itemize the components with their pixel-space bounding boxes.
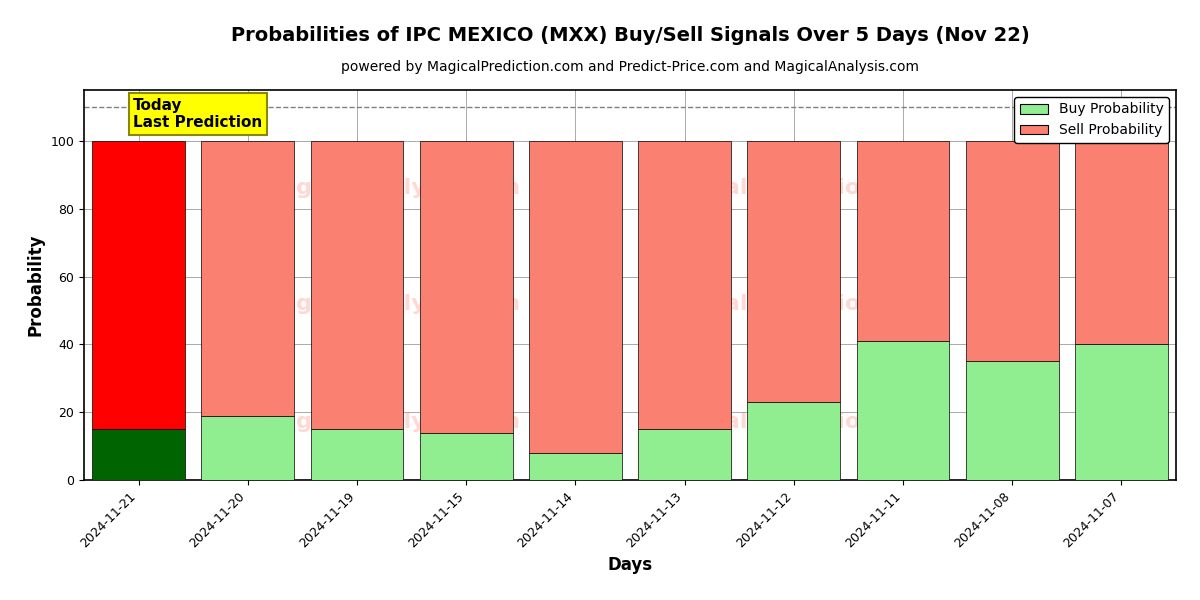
Bar [748, 141, 840, 402]
Bar [420, 141, 512, 433]
Bar [311, 141, 403, 429]
Bar [202, 141, 294, 416]
Legend: Buy Probability, Sell Probability: Buy Probability, Sell Probability [1014, 97, 1169, 143]
Bar [202, 416, 294, 480]
Bar [748, 402, 840, 480]
Bar [420, 433, 512, 480]
Bar [529, 141, 622, 453]
Title: Probabilities of IPC MEXICO (MXX) Buy/Sell Signals Over 5 Days (Nov 22): Probabilities of IPC MEXICO (MXX) Buy/Se… [230, 26, 1030, 46]
Bar [92, 141, 185, 429]
Bar [966, 361, 1058, 480]
Text: MagicalAnalysis.com: MagicalAnalysis.com [259, 295, 521, 314]
Text: MagicalPrediction.com: MagicalPrediction.com [652, 295, 936, 314]
Text: MagicalAnalysis.com: MagicalAnalysis.com [259, 412, 521, 431]
Text: MagicalPrediction.com: MagicalPrediction.com [652, 178, 936, 197]
Text: powered by MagicalPrediction.com and Predict-Price.com and MagicalAnalysis.com: powered by MagicalPrediction.com and Pre… [341, 61, 919, 74]
Y-axis label: Probability: Probability [26, 234, 44, 336]
Text: MagicalPrediction.com: MagicalPrediction.com [652, 412, 936, 431]
Bar [857, 341, 949, 480]
Bar [92, 429, 185, 480]
X-axis label: Days: Days [607, 556, 653, 574]
Bar [857, 141, 949, 341]
Bar [638, 141, 731, 429]
Text: MagicalAnalysis.com: MagicalAnalysis.com [259, 178, 521, 197]
Bar [1075, 141, 1168, 344]
Text: Today
Last Prediction: Today Last Prediction [133, 98, 263, 130]
Bar [311, 429, 403, 480]
Bar [529, 453, 622, 480]
Bar [1075, 344, 1168, 480]
Bar [966, 141, 1058, 361]
Bar [638, 429, 731, 480]
